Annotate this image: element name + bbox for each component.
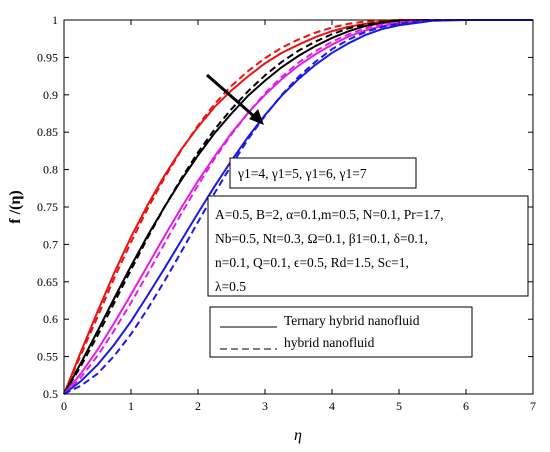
- x-axis-label: η: [294, 427, 302, 444]
- ticks-layer: 0 1 2 3 4 5 6 7 0.5 0.55 0.6 0.65 0.7 0.75 0.8 0.85 0.9 0…: [37, 13, 536, 413]
- y-tick-label: 0.85: [37, 125, 58, 139]
- y-axis-label: f /(η): [7, 190, 24, 224]
- y-tick-label: 0.8: [43, 163, 58, 177]
- x-tick-label: 1: [128, 399, 134, 413]
- trend-arrow: [206, 73, 264, 125]
- x-tick-label: 4: [329, 399, 335, 413]
- y-tick-label: 0.5: [43, 387, 58, 401]
- x-tick-label: 5: [396, 399, 402, 413]
- parameters-line-4: λ=0.5: [215, 279, 246, 294]
- x-tick-label: 6: [463, 399, 469, 413]
- parameters-line-2: Nb=0.5, Nt=0.3, Ω=0.1, β1=0.1, δ=0.1,: [215, 231, 428, 246]
- legend: Ternary hybrid nanofluid hybrid nanoflui…: [209, 306, 473, 358]
- legend-item-hybrid: hybrid nanofluid: [284, 335, 375, 350]
- legend-item-ternary: Ternary hybrid nanofluid: [284, 313, 420, 328]
- series-line-8: [63, 19, 533, 395]
- series-line-4: [63, 19, 533, 395]
- y-tick-label: 0.95: [37, 50, 58, 64]
- x-tick-label: 3: [262, 399, 268, 413]
- y-tick-label: 0.65: [37, 275, 58, 289]
- parameters-line-3: n=0.1, Q=0.1, ϵ=0.5, Rd=1.5, Sc=1,: [215, 255, 409, 270]
- y-tick-label: 0.7: [43, 237, 58, 251]
- parameters-line-1: A=0.5, B=2, α=0.1,m=0.5, N=0.1, Pr=1.7,: [215, 207, 444, 222]
- y-tick-label: 0.75: [37, 200, 58, 214]
- x-tick-label: 0: [61, 399, 67, 413]
- y-tick-label: 1: [52, 13, 58, 27]
- gamma-annotation-box: γ1=4, γ1=5, γ1=6, γ1=7: [229, 157, 417, 189]
- x-tick-label: 2: [195, 399, 201, 413]
- x-tick-label: 7: [530, 399, 536, 413]
- y-tick-label: 0.9: [43, 88, 58, 102]
- parameters-box: A=0.5, B=2, α=0.1,m=0.5, N=0.1, Pr=1.7, …: [207, 195, 529, 297]
- gamma-annotation-text: γ1=4, γ1=5, γ1=6, γ1=7: [237, 166, 367, 181]
- y-tick-label: 0.6: [43, 312, 58, 326]
- y-tick-label: 0.55: [37, 350, 58, 364]
- series-line-2: [63, 19, 533, 395]
- series-line-7: [63, 19, 533, 395]
